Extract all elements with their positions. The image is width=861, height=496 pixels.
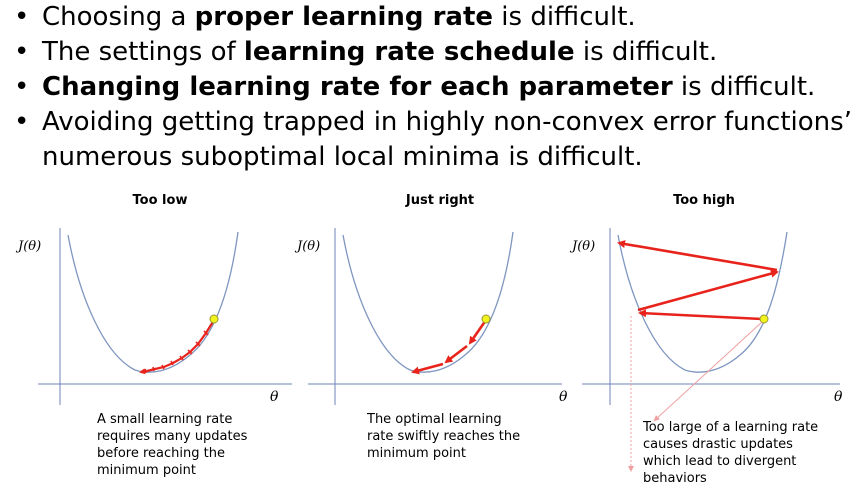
- bullet-dot: •: [14, 72, 30, 102]
- bullet-item: • Avoiding getting trapped in highly non-…: [14, 107, 852, 172]
- panel-just-right: [308, 228, 562, 405]
- step-arrow: [411, 362, 444, 375]
- bullet-dot: •: [14, 37, 30, 67]
- caption-too-high: Too large of a learning rate causes dras…: [643, 420, 819, 486]
- y-axis-label: J(θ): [294, 239, 320, 254]
- step-arrow: [637, 269, 779, 312]
- bullet-dot: •: [14, 107, 30, 137]
- step-arrow: [468, 319, 488, 345]
- panel-title-just-right: Just right: [405, 193, 475, 208]
- caption-just-right: The optimal learning rate swiftly reache…: [367, 412, 521, 461]
- step-arrow: [444, 344, 468, 364]
- bullet-list: • Choosing a proper learning rate is diff…: [14, 0, 854, 175]
- bullet-item: • Choosing a proper learning rate is diff…: [14, 0, 854, 35]
- step-ticks: [144, 330, 209, 374]
- small-step-arrows: [139, 319, 215, 375]
- x-axis-label: θ: [834, 389, 843, 405]
- loss-curve: [342, 231, 514, 373]
- step-arrow: [638, 309, 763, 321]
- pointer-line: [653, 321, 763, 422]
- start-point: [481, 314, 491, 324]
- panel-too-low: [38, 228, 292, 405]
- panel-title-too-high: Too high: [673, 193, 735, 208]
- loss-curve: [617, 231, 788, 373]
- x-axis-label: θ: [559, 389, 568, 405]
- loss-curve: [67, 231, 239, 373]
- bullet-item: • The settings of learning rate schedule …: [14, 35, 854, 70]
- start-point: [209, 314, 219, 324]
- x-axis-label: θ: [270, 389, 279, 405]
- y-axis-label: J(θ): [15, 239, 41, 254]
- panel-title-too-low: Too low: [132, 193, 188, 208]
- bullet-item: • Changing learning rate for each paramet…: [14, 70, 854, 105]
- bullet-dot: •: [14, 2, 30, 32]
- y-axis-label: J(θ): [569, 239, 595, 254]
- step-arrow: [617, 240, 778, 272]
- caption-too-low: A small learning rate requires many upda…: [97, 412, 248, 478]
- panel-too-high: [582, 228, 840, 472]
- start-point: [759, 314, 769, 324]
